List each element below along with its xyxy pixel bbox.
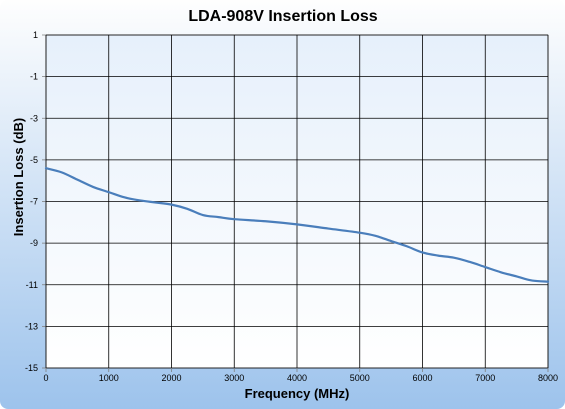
x-tick-label: 5000: [350, 373, 370, 383]
y-tick-label: -9: [30, 238, 38, 248]
x-tick-label: 7000: [475, 373, 495, 383]
x-tick-label: 3000: [224, 373, 244, 383]
x-tick-label: 1000: [99, 373, 119, 383]
insertion-loss-series-line: [44, 167, 550, 283]
y-tick-label: -7: [30, 197, 38, 207]
y-tick-label: -15: [25, 363, 38, 373]
x-tick-label: 4000: [287, 373, 307, 383]
y-axis-label: Insertion Loss (dB): [11, 118, 26, 236]
y-tick-label: -3: [30, 113, 38, 123]
tick-labels: 1 -1 -3 -5 -7 -9 -11 -13 -15 0 1000 2000 3000 4000 500…: [25, 30, 558, 383]
y-tick-label: -5: [30, 155, 38, 165]
chart-title: LDA-908V Insertion Loss: [188, 8, 377, 25]
y-tick-label: -13: [25, 321, 38, 331]
x-tick-label: 0: [43, 373, 48, 383]
series-layer: [44, 167, 550, 283]
x-tick-label: 6000: [412, 373, 432, 383]
x-tick-label: 2000: [161, 373, 181, 383]
y-tick-label: 1: [33, 30, 38, 40]
grid-lines: [42, 34, 549, 372]
y-tick-label: -1: [30, 72, 38, 82]
x-tick-label: 8000: [538, 373, 558, 383]
y-tick-label: -11: [26, 280, 38, 290]
x-axis-label: Frequency (MHz): [245, 386, 350, 401]
